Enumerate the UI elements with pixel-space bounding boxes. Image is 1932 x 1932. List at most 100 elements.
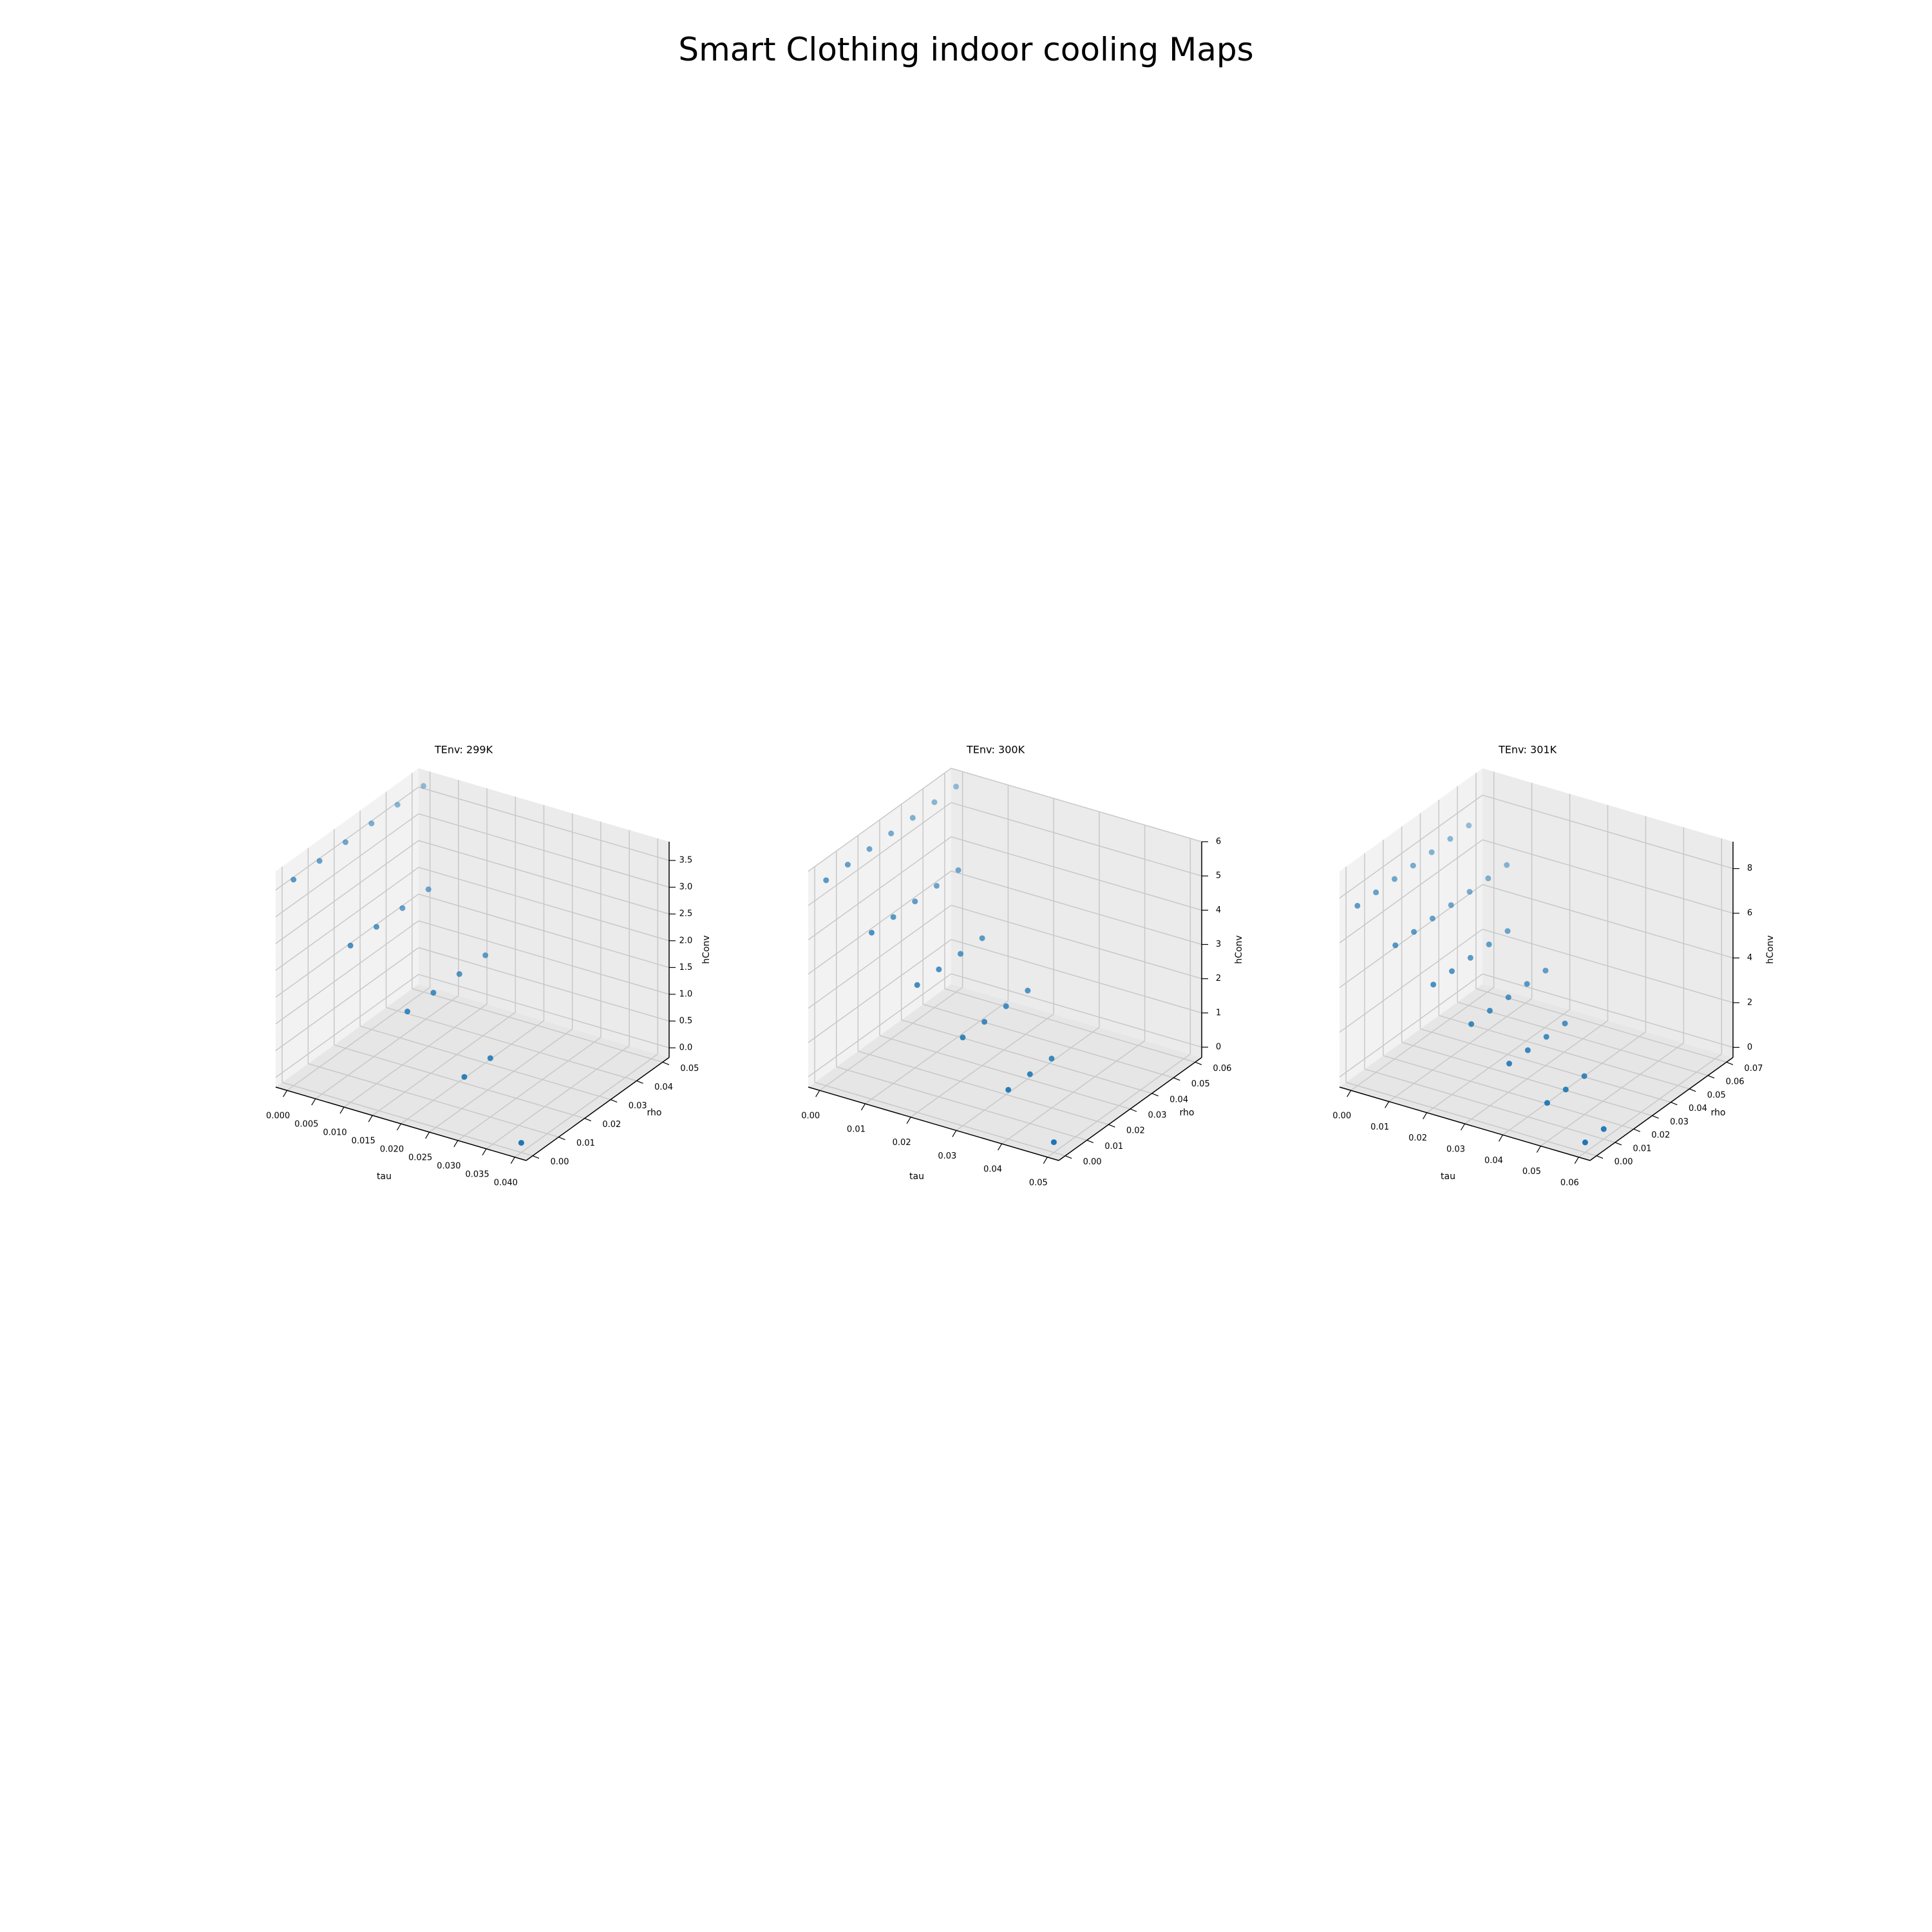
data-point: [1562, 1020, 1568, 1027]
x-tick-label: 0.02: [1408, 1133, 1427, 1143]
z-tick-label: 3.5: [679, 856, 693, 866]
z-tick-label: 0.0: [679, 1043, 693, 1053]
x-tick: [1460, 1123, 1466, 1131]
data-point: [1003, 1003, 1009, 1009]
data-point: [888, 830, 895, 837]
y-tick-label: 0.00: [1083, 1157, 1102, 1167]
data-point: [461, 1074, 468, 1080]
y-tick: [1707, 1075, 1715, 1079]
grid-line: [418, 813, 670, 888]
y-tick-label: 0.01: [1104, 1142, 1123, 1151]
data-point: [1430, 981, 1437, 988]
grid-line: [1439, 1015, 1690, 1090]
y-tick: [1130, 1108, 1137, 1112]
data-point: [844, 862, 851, 868]
x-tick-label: 0.05: [1029, 1178, 1048, 1188]
y-tick: [584, 1117, 592, 1122]
grid-line: [951, 802, 1202, 876]
y-tick-label: 0.01: [576, 1139, 595, 1148]
grid-line: [418, 920, 670, 995]
x-tick-label: 0.015: [352, 1137, 375, 1146]
data-point: [933, 882, 940, 889]
data-point: [1391, 876, 1397, 882]
data-point: [430, 990, 437, 996]
x-tick-label: 0.005: [294, 1120, 318, 1130]
data-point: [343, 839, 348, 846]
x-tick: [368, 1115, 373, 1122]
grid-line: [836, 1066, 1087, 1141]
x-tick: [425, 1132, 430, 1139]
grid-line: [281, 1082, 533, 1157]
data-point: [823, 877, 829, 884]
y-tick: [1108, 1124, 1115, 1128]
grid-line: [1339, 973, 1483, 1077]
data-point: [953, 783, 960, 790]
grid-line: [429, 1028, 573, 1133]
data-point: [347, 942, 354, 949]
y-tick-label: 0.06: [1213, 1064, 1231, 1074]
data-point: [1468, 1021, 1475, 1027]
grid-line: [944, 988, 1196, 1063]
x-axis-label: tau: [909, 1171, 924, 1182]
grid-line: [1339, 839, 1483, 943]
x-tick: [952, 1130, 957, 1137]
y-tick: [532, 1155, 540, 1159]
data-point: [1448, 902, 1454, 908]
y-tick: [558, 1137, 565, 1141]
z-tick-label: 0: [1747, 1043, 1752, 1052]
y-tick-label: 0.03: [629, 1101, 647, 1111]
grid-line: [275, 867, 419, 971]
data-point: [1600, 1126, 1607, 1132]
data-point: [1429, 915, 1435, 922]
z-tick-label: 2.0: [679, 936, 693, 945]
data-point: [518, 1140, 524, 1146]
data-point: [955, 867, 961, 873]
x-tick: [860, 1103, 866, 1111]
data-point: [1486, 1007, 1493, 1014]
z-axis-label: hConv: [701, 935, 712, 963]
grid-line: [1482, 973, 1734, 1048]
grid-line: [308, 1063, 559, 1138]
grid-line: [412, 988, 663, 1063]
grid-line: [275, 813, 419, 918]
grid-line: [1502, 1031, 1646, 1135]
y-tick-label: 0.00: [551, 1157, 569, 1167]
grid-line: [951, 973, 1202, 1048]
x-tick-label: 0.035: [466, 1170, 489, 1179]
x-tick-label: 0.025: [408, 1153, 432, 1162]
y-tick-label: 0.02: [602, 1120, 621, 1130]
x-tick-label: 0.02: [893, 1138, 911, 1148]
x-tick: [1536, 1146, 1541, 1153]
y-tick: [1596, 1155, 1604, 1159]
grid-line: [1426, 1009, 1570, 1113]
data-point: [1506, 1061, 1513, 1067]
grid-line: [1482, 929, 1734, 1003]
y-tick-label: 0.02: [1651, 1131, 1670, 1141]
grid-line: [808, 905, 952, 1009]
data-point: [404, 1009, 411, 1015]
x-tick: [1574, 1157, 1579, 1164]
grid-line: [951, 768, 1202, 842]
z-tick-label: 2: [1216, 974, 1221, 983]
grid-line: [951, 836, 1202, 911]
data-point: [869, 929, 875, 936]
x-tick-label: 0.010: [323, 1128, 346, 1138]
z-tick-label: 6: [1747, 909, 1752, 918]
x-tick: [510, 1157, 515, 1164]
data-point: [1524, 1047, 1531, 1054]
y-tick: [1689, 1088, 1696, 1092]
y-tick-label: 0.03: [1670, 1117, 1689, 1127]
x-tick: [1385, 1101, 1390, 1108]
y-tick-label: 0.05: [1707, 1090, 1726, 1100]
grid-line: [1401, 1041, 1653, 1117]
z-tick-label: 3.0: [679, 882, 693, 892]
x-tick-label: 0.000: [266, 1112, 290, 1121]
x-tick-label: 0.01: [847, 1124, 866, 1134]
grid-line: [1388, 998, 1533, 1103]
data-point: [1411, 929, 1417, 935]
z-tick-label: 2: [1747, 998, 1752, 1007]
x-tick-label: 0.020: [380, 1145, 404, 1155]
pane-back: [951, 768, 1202, 1057]
subplot-title: TEnv: 299K: [434, 744, 493, 756]
subplot-title: TEnv: 301K: [1498, 744, 1557, 756]
